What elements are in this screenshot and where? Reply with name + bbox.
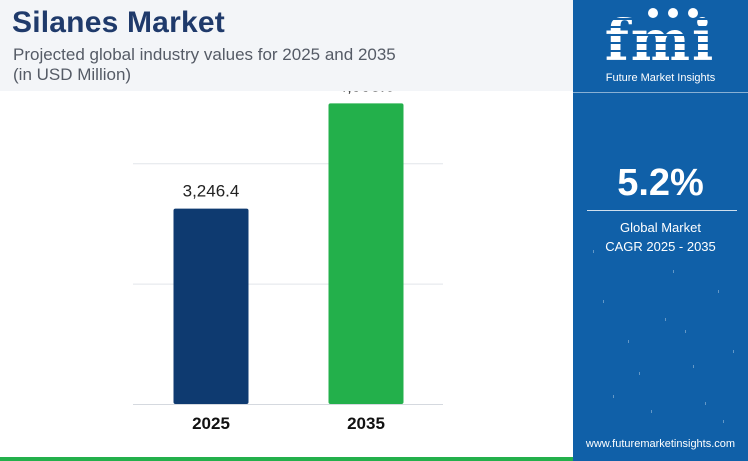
tick-label-2035: 2035 (347, 414, 385, 433)
website-link[interactable]: www.futuremarketinsights.com (585, 438, 736, 450)
logo-letters: fmi (605, 8, 716, 72)
bottom-accent-strip (0, 457, 573, 461)
cagr-value: 5.2% (617, 162, 704, 204)
logo-caption: Future Market Insights (605, 72, 716, 84)
texture-speck (705, 402, 706, 405)
cagr-label-line-1: Global Market (620, 220, 701, 235)
chart-title: Silanes Market (12, 6, 225, 39)
texture-speck (673, 270, 674, 273)
chart-subtitle: Projected global industry values for 202… (13, 45, 553, 85)
sidebar-divider (573, 92, 748, 93)
chart-header: Silanes Market Projected global industry… (0, 0, 573, 91)
texture-speck (593, 250, 594, 253)
texture-speck (628, 340, 629, 343)
fmi-logo-mark: fmi (601, 8, 719, 74)
data-label-2035: 4,993.6 (338, 91, 395, 95)
bar-2025 (173, 208, 249, 404)
data-label-2025: 3,246.4 (183, 182, 240, 201)
chart-area: 3,246.4 2025 4,993.6 2035 (0, 91, 573, 461)
texture-speck (665, 318, 666, 321)
texture-speck (693, 365, 694, 368)
subtitle-line-2: (in USD Million) (13, 65, 132, 84)
texture-speck (718, 290, 719, 293)
texture-speck (651, 410, 652, 413)
texture-speck (613, 395, 614, 398)
cagr-label: Global Market CAGR 2025 - 2035 (573, 218, 748, 256)
subtitle-line-1: Projected global industry values for 202… (13, 45, 396, 64)
fmi-logo: fmi Future Market Insights (573, 4, 748, 92)
logo-globe-icons (648, 8, 698, 18)
texture-speck (639, 372, 640, 375)
cagr-divider (587, 210, 737, 211)
sidebar-panel: fmi Future Market Insights 5.2% Global M… (573, 0, 748, 461)
texture-speck (603, 300, 604, 303)
tick-label-2025: 2025 (192, 414, 230, 433)
texture-speck (685, 330, 686, 333)
texture-speck (733, 350, 734, 353)
bar-chart: 3,246.4 2025 4,993.6 2035 (133, 91, 443, 433)
texture-speck (723, 420, 724, 423)
bar-2035 (328, 103, 404, 404)
cagr-label-line-2: CAGR 2025 - 2035 (605, 239, 716, 254)
